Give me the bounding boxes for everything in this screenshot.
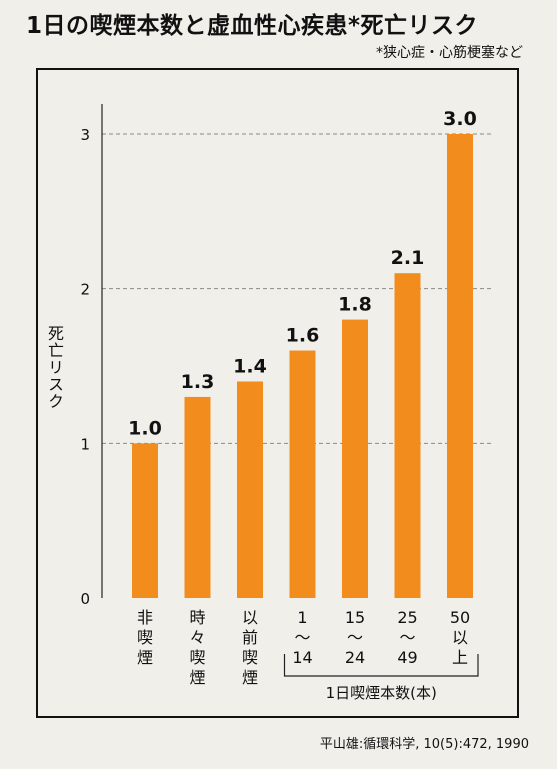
bar	[394, 273, 421, 598]
x-tick-label: 〜	[294, 628, 310, 647]
x-tick-label: 時	[189, 608, 205, 627]
data-label: 1.6	[286, 325, 320, 347]
x-tick-label: 25	[397, 608, 417, 627]
y-tick-label: 3	[80, 126, 90, 144]
bar	[184, 396, 211, 598]
x-tick-label: 煙	[137, 648, 153, 667]
data-label: 1.4	[233, 355, 267, 377]
bar	[132, 443, 158, 598]
x-tick-label: 以	[452, 628, 468, 647]
y-axis-label: 死亡リスク	[45, 325, 64, 410]
y-tick-label: 2	[80, 281, 90, 299]
bar	[237, 381, 263, 598]
data-label: 2.1	[391, 247, 425, 269]
x-axis-label: 1日喫煙本数(本)	[326, 684, 437, 702]
data-label: 1.0	[128, 417, 162, 439]
x-tick-label: 24	[345, 648, 365, 667]
data-label: 1.3	[181, 371, 215, 393]
data-label: 3.0	[443, 108, 477, 130]
x-tick-label: 14	[292, 648, 312, 667]
x-tick-label: 〜	[347, 628, 363, 647]
chart-frame	[36, 68, 519, 718]
x-tick-label: 々	[189, 628, 205, 647]
group-bracket	[283, 654, 479, 677]
x-tick-label: 49	[397, 648, 417, 667]
x-tick-label: 前	[242, 628, 258, 647]
chart-title: 1日の喫煙本数と虚血性心疾患*死亡リスク	[26, 13, 479, 39]
y-tick-label: 0	[80, 590, 90, 608]
x-tick-label: 煙	[242, 668, 258, 687]
source-citation: 平山雄:循環科学, 10(5):472, 1990	[319, 737, 529, 752]
x-tick-label: 15	[345, 608, 365, 627]
bar	[342, 319, 368, 598]
bar	[289, 350, 316, 598]
x-tick-label: 1	[297, 608, 307, 627]
x-tick-label: 〜	[399, 628, 415, 647]
x-tick-label: 喫	[242, 648, 258, 667]
x-tick-label: 煙	[189, 668, 205, 687]
x-tick-label: 喫	[137, 628, 153, 647]
x-tick-label: 喫	[189, 648, 205, 667]
y-tick-label: 1	[80, 435, 90, 453]
x-tick-label: 上	[452, 648, 468, 667]
chart-subtitle: *狭心症・心筋梗塞など	[376, 45, 523, 61]
x-tick-label: 以	[242, 608, 258, 627]
x-tick-label: 50	[450, 608, 470, 627]
x-tick-label: 非	[137, 608, 153, 627]
data-label: 1.8	[338, 294, 372, 316]
bar	[447, 134, 473, 598]
